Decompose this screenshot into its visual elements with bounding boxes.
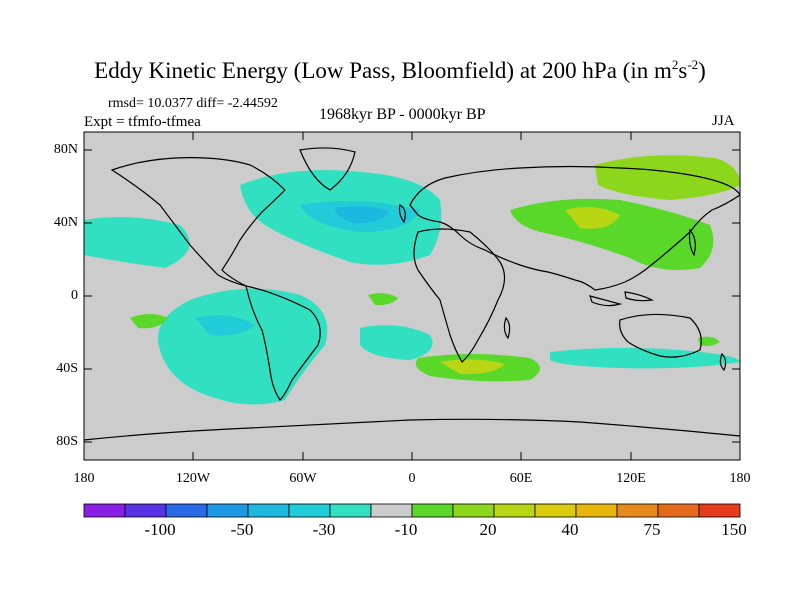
lat-label-80n: 80N	[53, 142, 78, 157]
stats-label: rmsd= 10.0377 diff= -2.44592	[108, 96, 278, 111]
lon-label-180w: 180	[73, 471, 95, 486]
experiment-label: Expt = tfmfo-tfmea	[84, 114, 201, 130]
anomaly-fill	[84, 155, 740, 405]
map-ticks	[84, 132, 740, 460]
lat-label-80s: 80S	[56, 434, 78, 449]
colorbar-swatch	[452, 503, 495, 518]
colorbar-swatch	[124, 503, 167, 518]
colorbar-swatch	[247, 503, 290, 518]
figure-title: Eddy Kinetic Energy (Low Pass, Bloomfiel…	[94, 57, 706, 83]
colorbar-label: 20	[479, 520, 497, 539]
colorbar-swatch	[329, 503, 372, 518]
colorbar-swatch	[657, 503, 700, 518]
lon-label-60w: 60W	[289, 471, 317, 486]
colorbar-swatch	[411, 503, 454, 518]
season-label: JJA	[712, 113, 735, 129]
colorbar-label: 75	[643, 520, 661, 539]
colorbar-swatch	[206, 503, 249, 518]
colorbar-label: -100	[144, 520, 176, 539]
colorbar-swatch	[698, 503, 741, 518]
colorbar-swatch	[370, 503, 413, 518]
lon-label-180e: 180	[729, 471, 751, 486]
lon-label-0: 0	[408, 471, 416, 486]
coastlines	[84, 147, 740, 441]
colorbar-swatch	[83, 503, 126, 518]
lon-label-120e: 120E	[616, 471, 646, 486]
lon-label-120w: 120W	[175, 471, 211, 486]
lat-label-40n: 40N	[53, 215, 78, 230]
period-label: 1968kyr BP - 0000kyr BP	[319, 106, 486, 123]
colorbar-swatch	[534, 503, 577, 518]
colorbar-label: 150	[721, 520, 747, 539]
colorbar	[83, 503, 741, 518]
colorbar-label: 40	[561, 520, 579, 539]
colorbar-label: -30	[312, 520, 336, 539]
colorbar-swatch	[575, 503, 618, 518]
colorbar-swatch	[616, 503, 659, 518]
colorbar-swatch	[165, 503, 208, 518]
lat-label-0: 0	[71, 288, 78, 303]
colorbar-label: -10	[394, 520, 418, 539]
colorbar-label: -50	[230, 520, 254, 539]
colorbar-swatch	[493, 503, 536, 518]
lon-label-60e: 60E	[509, 471, 533, 486]
colorbar-swatch	[288, 503, 331, 518]
lat-label-40s: 40S	[56, 361, 78, 376]
